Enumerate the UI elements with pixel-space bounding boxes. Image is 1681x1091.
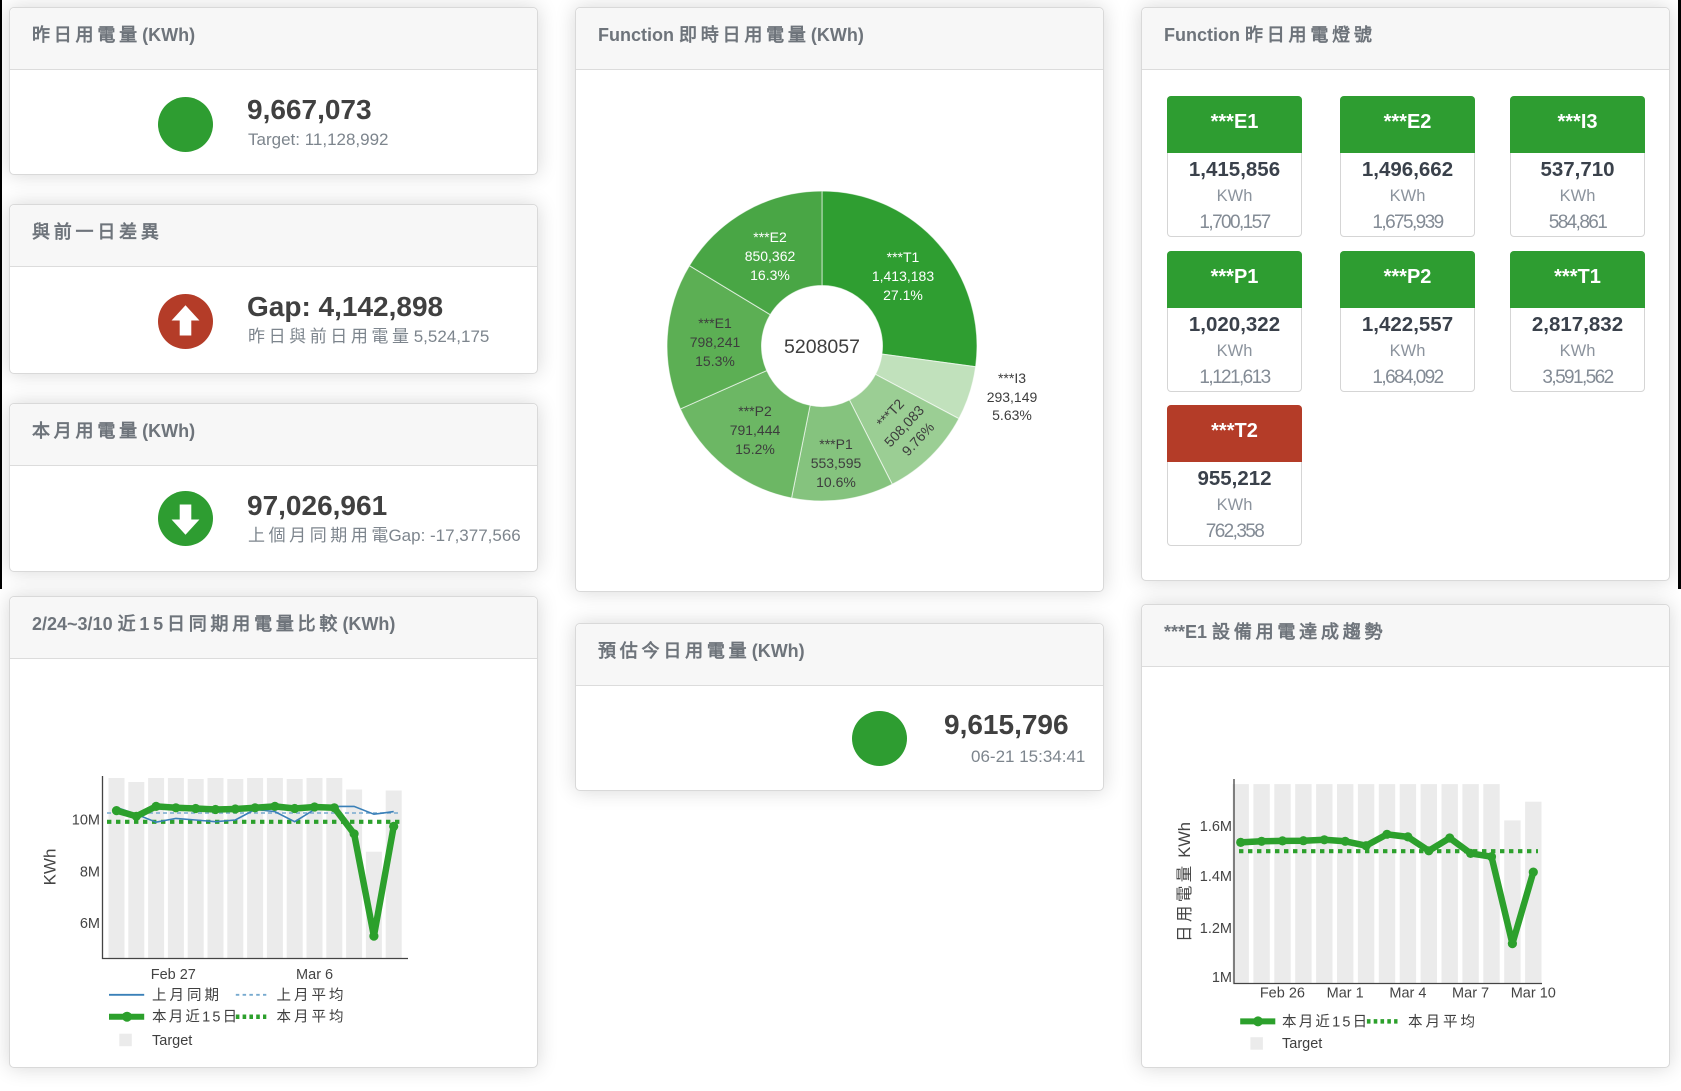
svg-text:Target: Target [152, 1033, 192, 1049]
svg-text:Mar 4: Mar 4 [1389, 986, 1426, 1002]
svg-text:1,413,183: 1,413,183 [872, 268, 934, 284]
svg-text:1M: 1M [1212, 970, 1232, 986]
svg-text:Mar 1: Mar 1 [1327, 986, 1364, 1002]
svg-text:上月平均: 上月平均 [277, 987, 347, 1004]
svg-text:本月平均: 本月平均 [277, 1009, 347, 1026]
svg-text:Mar 10: Mar 10 [1511, 986, 1556, 1002]
svg-text:27.1%: 27.1% [883, 287, 923, 303]
svg-text:本月平均: 本月平均 [1408, 1013, 1478, 1030]
svg-text:15.2%: 15.2% [735, 441, 775, 457]
svg-text:15.3%: 15.3% [695, 353, 735, 369]
svg-text:798,241: 798,241 [690, 334, 741, 350]
svg-text:8M: 8M [80, 865, 100, 881]
svg-text:1.4M: 1.4M [1200, 869, 1232, 885]
svg-text:Mar 6: Mar 6 [296, 967, 333, 983]
svg-text:5208057: 5208057 [784, 336, 860, 358]
svg-text:***I3: ***I3 [998, 370, 1026, 386]
svg-text:1.6M: 1.6M [1200, 819, 1232, 835]
svg-text:日用電量 KWh: 日用電量 KWh [1176, 822, 1194, 942]
svg-text:本月近15日: 本月近15日 [152, 1009, 239, 1026]
svg-text:上月同期: 上月同期 [152, 987, 222, 1004]
svg-text:Feb 27: Feb 27 [151, 967, 196, 983]
svg-text:***P2: ***P2 [738, 403, 772, 419]
svg-text:1.2M: 1.2M [1200, 921, 1232, 937]
svg-text:***E1: ***E1 [698, 315, 732, 331]
svg-text:Feb 26: Feb 26 [1260, 986, 1305, 1002]
svg-text:Mar 7: Mar 7 [1452, 986, 1489, 1002]
svg-text:6M: 6M [80, 916, 100, 932]
svg-text:***P1: ***P1 [819, 436, 853, 452]
svg-text:***T1: ***T1 [887, 249, 920, 265]
svg-text:10M: 10M [72, 813, 100, 829]
svg-text:Target: Target [1282, 1036, 1322, 1052]
svg-text:KWh: KWh [41, 849, 60, 886]
svg-text:850,362: 850,362 [745, 248, 796, 264]
svg-text:553,595: 553,595 [811, 455, 862, 471]
svg-text:5.63%: 5.63% [992, 407, 1032, 423]
svg-text:10.6%: 10.6% [816, 474, 856, 490]
svg-text:791,444: 791,444 [730, 422, 781, 438]
svg-text:293,149: 293,149 [987, 389, 1038, 405]
svg-text:16.3%: 16.3% [750, 267, 790, 283]
svg-text:本月近15日: 本月近15日 [1282, 1013, 1369, 1030]
svg-text:***E2: ***E2 [753, 229, 787, 245]
